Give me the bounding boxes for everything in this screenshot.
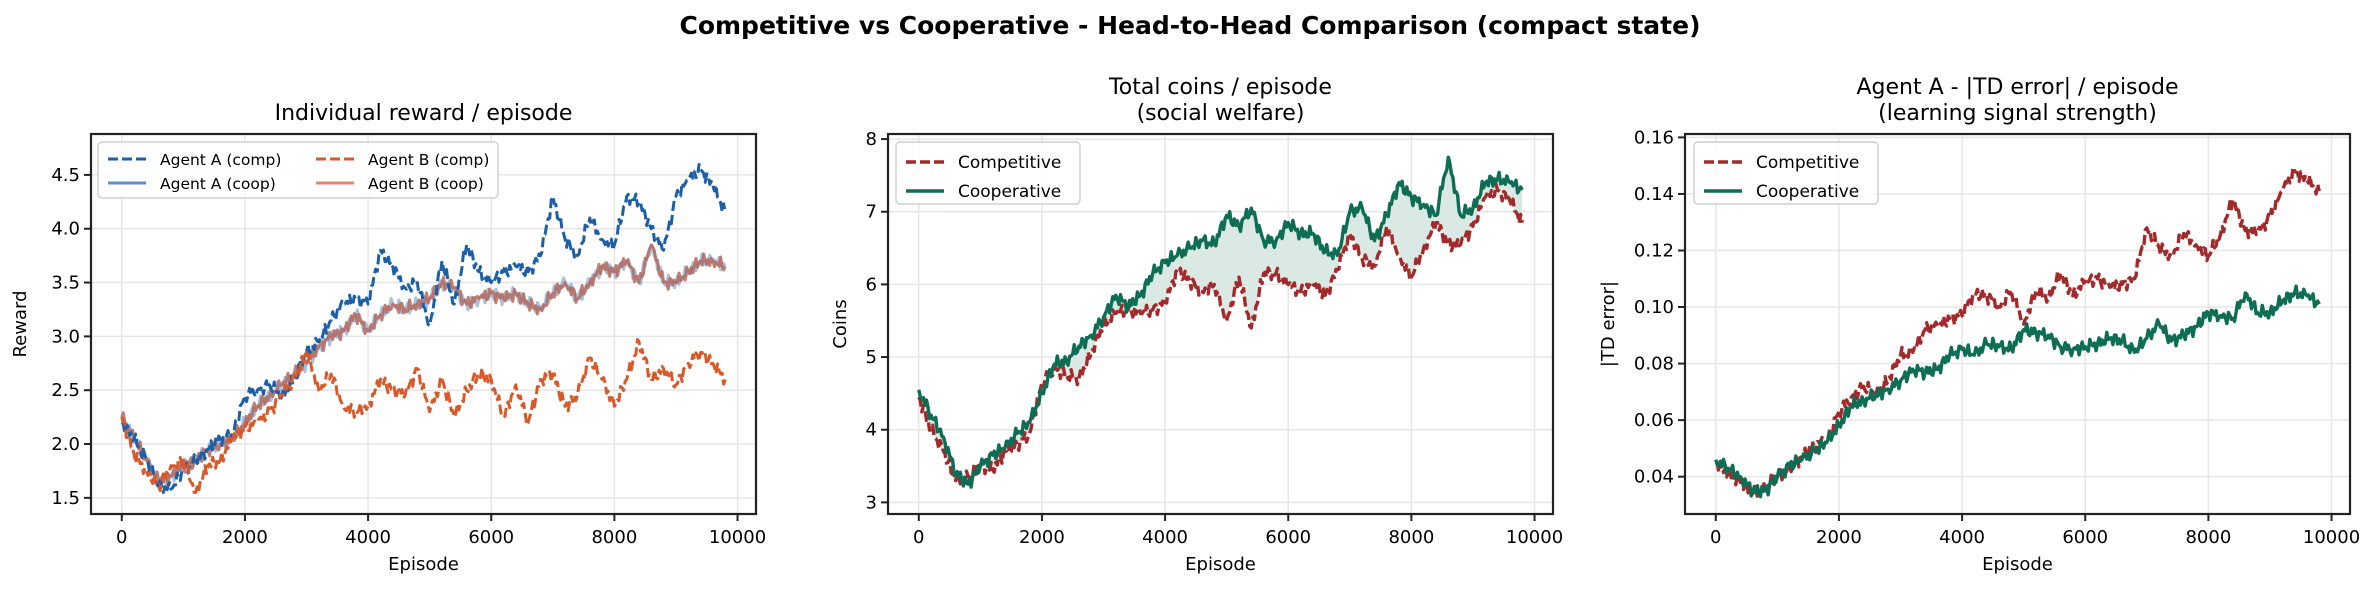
legend-item: Competitive	[906, 153, 1061, 173]
axes-frame	[1683, 132, 2352, 516]
x-tick-label: 2000	[222, 527, 268, 548]
axes-frame	[886, 132, 1555, 516]
y-tick-label: 3	[866, 492, 877, 513]
legend-label: Agent B (comp)	[368, 151, 489, 169]
legend: Competitive Cooperative	[1693, 141, 1879, 205]
y-tick-label: 2.0	[51, 434, 80, 455]
y-tick-label: 3.0	[51, 326, 80, 347]
x-tick-label: 0	[1710, 527, 1721, 548]
figure-title: Competitive vs Cooperative - Head-to-Hea…	[679, 11, 1700, 40]
chart-title: Agent A - |TD error| / episode	[1857, 75, 2179, 100]
y-tick-label: 1.5	[51, 488, 80, 509]
x-axis-label: Episode	[388, 554, 459, 575]
x-tick-label: 4000	[345, 527, 391, 548]
x-tick-label: 10000	[709, 527, 766, 548]
y-tick-label: 7	[866, 202, 877, 223]
legend-label: Cooperative	[1756, 182, 1859, 202]
legend-label: Competitive	[958, 153, 1061, 173]
legend-item: Agent A (coop)	[108, 175, 276, 193]
x-tick-label: 2000	[1019, 527, 1065, 548]
x-tick-label: 8000	[2185, 527, 2231, 548]
plot-area	[1714, 165, 2321, 499]
y-tick-label: 8	[866, 129, 877, 150]
y-tick-label: 2.5	[51, 380, 80, 401]
y-tick-label: 0.10	[1634, 297, 1674, 318]
y-tick-label: 3.5	[51, 273, 80, 294]
y-axis-label: Coins	[830, 299, 851, 348]
legend-label: Agent A (coop)	[160, 175, 276, 193]
y-tick-label: 6	[866, 274, 877, 295]
coins-chart: Total coins / episode(social welfare) 0 20…	[830, 75, 1563, 575]
y-tick-label: 4	[866, 420, 877, 441]
series-line-competitive	[1714, 165, 2321, 498]
y-tick-label: 0.14	[1634, 184, 1674, 205]
legend: Agent A (comp) Agent A (coop) Agent B (com…	[97, 141, 499, 199]
series-line-agent-a-comp	[120, 162, 727, 494]
chart-title: Total coins / episode	[1108, 75, 1332, 100]
y-axis-label: |TD error|	[1598, 281, 1619, 367]
x-tick-label: 4000	[1142, 527, 1188, 548]
x-tick-label: 10000	[2303, 527, 2360, 548]
axes-frame	[89, 132, 758, 516]
y-tick-label: 0.04	[1634, 467, 1674, 488]
y-tick-label: 4.0	[51, 219, 80, 240]
y-tick-label: 5	[866, 347, 877, 368]
legend-label: Cooperative	[958, 182, 1061, 202]
x-tick-label: 6000	[468, 527, 514, 548]
y-tick-label: 0.16	[1634, 127, 1674, 148]
legend-item: Cooperative	[906, 182, 1061, 202]
legend-label: Agent A (comp)	[160, 151, 281, 169]
x-tick-label: 6000	[1265, 527, 1311, 548]
legend-item: Cooperative	[1704, 182, 1859, 202]
y-tick-label: 4.5	[51, 165, 80, 186]
x-tick-label: 2000	[1816, 527, 1862, 548]
chart-title: (learning signal strength)	[1878, 101, 2157, 126]
td-error-chart: Agent A - |TD error| / episode(learning …	[1598, 75, 2360, 575]
legend-item: Agent B (comp)	[316, 151, 489, 169]
chart-title: Individual reward / episode	[275, 101, 573, 126]
x-tick-label: 0	[913, 527, 924, 548]
series-line-competitive	[917, 182, 1524, 486]
plot-area	[120, 162, 727, 494]
y-tick-label: 0.12	[1634, 240, 1674, 261]
y-tick-label: 0.08	[1634, 354, 1674, 375]
x-axis-label: Episode	[1982, 554, 2053, 575]
x-tick-label: 8000	[591, 527, 637, 548]
y-axis-label: Reward	[10, 290, 31, 357]
legend: Competitive Cooperative	[895, 141, 1081, 205]
series-line-cooperative	[917, 155, 1524, 489]
reward-chart: Individual reward / episode 0 2000 4000 6000…	[10, 101, 766, 575]
x-tick-label: 4000	[1939, 527, 1985, 548]
chart-title: (social welfare)	[1137, 101, 1305, 126]
legend-item: Competitive	[1704, 153, 1859, 173]
plot-area	[917, 155, 1524, 489]
x-tick-label: 0	[116, 527, 127, 548]
legend-item: Agent B (coop)	[316, 175, 484, 193]
legend-label: Agent B (coop)	[368, 175, 484, 193]
series-line-agent-b-comp	[120, 337, 727, 494]
x-axis-label: Episode	[1185, 554, 1256, 575]
series-line-cooperative	[1714, 284, 2321, 499]
x-tick-label: 6000	[2062, 527, 2108, 548]
x-tick-label: 10000	[1506, 527, 1563, 548]
legend-label: Competitive	[1756, 153, 1859, 173]
y-tick-label: 0.06	[1634, 410, 1674, 431]
x-tick-label: 8000	[1388, 527, 1434, 548]
legend-item: Agent A (comp)	[108, 151, 281, 169]
